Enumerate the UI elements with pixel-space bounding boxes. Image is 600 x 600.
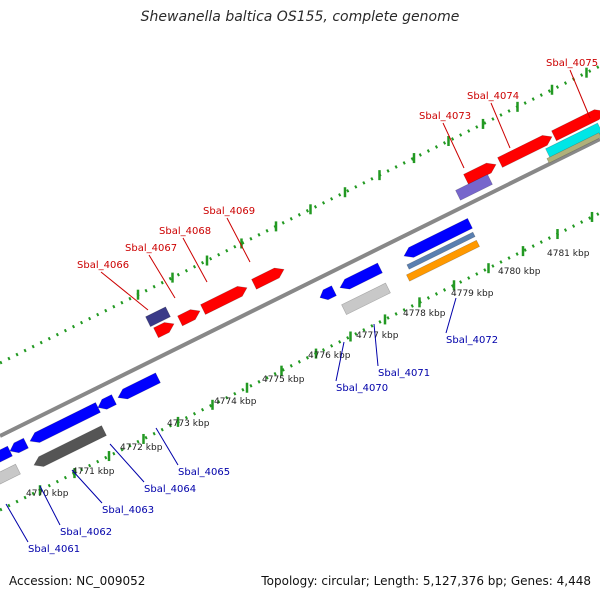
forward-cds-arrow-shape bbox=[177, 309, 201, 327]
ruler-tick-label: 4777 kbp bbox=[356, 331, 399, 341]
ruler-tick-label: 4771 kbp bbox=[72, 467, 115, 477]
genome-backbone bbox=[0, 137, 600, 438]
reverse-gene-label[interactable]: Sbal_4064 bbox=[144, 484, 196, 495]
reverse-gene-label[interactable]: Sbal_4070 bbox=[336, 383, 388, 394]
forward-cds-arrow[interactable] bbox=[463, 160, 499, 185]
misc-feature-box-shape bbox=[145, 306, 171, 328]
gene-leader-line bbox=[155, 427, 179, 466]
forward-cds-arrow-shape bbox=[200, 286, 248, 315]
gene-leader-line bbox=[445, 297, 457, 334]
ruler-tick-label: 4780 kbp bbox=[498, 267, 541, 277]
topology-text: Topology: circular; Length: 5,127,376 bp… bbox=[261, 574, 591, 588]
reverse-cds-arrow[interactable] bbox=[338, 262, 383, 293]
ruler-tick-label: 4781 kbp bbox=[547, 249, 590, 259]
reverse-gene-label[interactable]: Sbal_4063 bbox=[102, 505, 154, 516]
misc-feature-box-shape bbox=[455, 174, 493, 201]
forward-gene-label[interactable]: Sbal_4066 bbox=[77, 260, 129, 271]
reverse-cds-arrow[interactable] bbox=[96, 394, 117, 413]
forward-cds-arrow-shape bbox=[251, 267, 285, 290]
ruler-tick-label: 4774 kbp bbox=[214, 397, 257, 407]
rRNA-feature-shape bbox=[545, 122, 600, 160]
misc-feature-box-shape bbox=[406, 231, 476, 270]
reverse-cds-arrow-shape bbox=[9, 437, 29, 454]
pseudo-gene-box-shape bbox=[341, 282, 391, 316]
reverse-cds-arrow[interactable] bbox=[116, 372, 161, 403]
pseudo-gene-box[interactable] bbox=[0, 463, 21, 489]
reverse-gene-label[interactable]: Sbal_4071 bbox=[378, 368, 430, 379]
gene-leader-line bbox=[182, 237, 208, 283]
forward-gene-label[interactable]: Sbal_4069 bbox=[203, 206, 255, 217]
genome-title: Shewanella baltica OS155, complete genom… bbox=[140, 9, 460, 25]
reverse-cds-arrow[interactable] bbox=[402, 218, 473, 261]
forward-cds-arrow[interactable] bbox=[153, 319, 177, 339]
reverse-gene-label[interactable]: Sbal_4065 bbox=[178, 467, 230, 478]
forward-cds-arrow-shape bbox=[497, 135, 553, 168]
forward-cds-arrow[interactable] bbox=[200, 283, 250, 315]
forward-cds-arrow[interactable] bbox=[251, 264, 287, 290]
gene-leader-line bbox=[226, 217, 251, 263]
forward-gene-label[interactable]: Sbal_4073 bbox=[419, 111, 471, 122]
inner-tick-track bbox=[0, 211, 600, 512]
reverse-gene-label[interactable]: Sbal_4072 bbox=[446, 335, 498, 346]
rRNA-feature[interactable] bbox=[545, 122, 600, 160]
tRNA-feature-shape bbox=[406, 239, 480, 282]
gene-leader-line bbox=[100, 271, 149, 311]
misc-feature-box[interactable] bbox=[406, 231, 476, 270]
gene-leader-line bbox=[39, 485, 61, 526]
pseudo-gene-box-shape bbox=[0, 463, 21, 489]
forward-cds-arrow[interactable] bbox=[497, 132, 555, 168]
gene-leader-line bbox=[490, 102, 511, 149]
misc-feature-box[interactable] bbox=[145, 306, 171, 328]
reverse-cds-arrow[interactable] bbox=[28, 402, 101, 447]
accession-text: Accession: NC_009052 bbox=[9, 574, 146, 588]
forward-cds-arrow-shape bbox=[551, 109, 600, 142]
misc-feature-box[interactable] bbox=[455, 174, 493, 201]
reverse-cds-arrow-shape bbox=[403, 218, 473, 258]
gene-leader-line bbox=[373, 323, 379, 367]
ruler-tick-label: 4773 kbp bbox=[167, 419, 210, 429]
forward-gene-label[interactable]: Sbal_4075 bbox=[546, 58, 598, 69]
forward-cds-arrow-shape bbox=[463, 162, 497, 185]
misc-feature-box[interactable] bbox=[546, 132, 600, 164]
gene-leader-line bbox=[148, 254, 176, 299]
forward-cds-arrow[interactable] bbox=[177, 306, 203, 327]
reverse-cds-arrow-shape bbox=[339, 262, 383, 290]
reverse-cds-arrow-shape bbox=[97, 394, 117, 410]
misc-feature-box-shape bbox=[546, 132, 600, 164]
reverse-gene-label[interactable]: Sbal_4061 bbox=[28, 544, 80, 555]
reverse-gene-label[interactable]: Sbal_4062 bbox=[60, 527, 112, 538]
gene-leader-line bbox=[109, 443, 145, 483]
reverse-cds-arrow[interactable] bbox=[318, 285, 337, 303]
forward-gene-label[interactable]: Sbal_4067 bbox=[125, 243, 177, 254]
reverse-cds-arrow-shape bbox=[319, 285, 337, 301]
reverse-cds-arrow[interactable] bbox=[8, 437, 29, 456]
outer-tick-track bbox=[0, 64, 600, 365]
pseudo-gene-box[interactable] bbox=[341, 282, 391, 316]
forward-gene-label[interactable]: Sbal_4074 bbox=[467, 91, 519, 102]
tRNA-feature[interactable] bbox=[406, 239, 480, 282]
gene-leader-line bbox=[442, 122, 465, 169]
reverse-cds-arrow[interactable] bbox=[0, 445, 13, 466]
reverse-cds-arrow-shape bbox=[29, 402, 101, 443]
reverse-cds-arrow-shape bbox=[117, 372, 161, 400]
forward-gene-label[interactable]: Sbal_4068 bbox=[159, 226, 211, 237]
forward-cds-arrow[interactable] bbox=[551, 106, 600, 142]
ruler-tick-label: 4779 kbp bbox=[451, 289, 494, 299]
gene-leader-line bbox=[335, 341, 345, 382]
misc-feature-box-shape bbox=[33, 425, 107, 467]
gene-leader-line bbox=[569, 69, 591, 119]
gene-leader-line bbox=[71, 469, 103, 504]
ruler-tick-label: 4776 kbp bbox=[308, 351, 351, 361]
misc-feature-box[interactable] bbox=[32, 425, 107, 471]
gene-leader-line bbox=[5, 503, 29, 543]
ruler-tick-label: 4770 kbp bbox=[26, 489, 69, 499]
ruler-tick-label: 4775 kbp bbox=[262, 375, 305, 385]
forward-cds-arrow-shape bbox=[153, 322, 175, 339]
ruler-tick-label: 4778 kbp bbox=[403, 309, 446, 319]
reverse-cds-arrow-shape bbox=[0, 445, 13, 463]
ruler-tick-label: 4772 kbp bbox=[120, 443, 163, 453]
